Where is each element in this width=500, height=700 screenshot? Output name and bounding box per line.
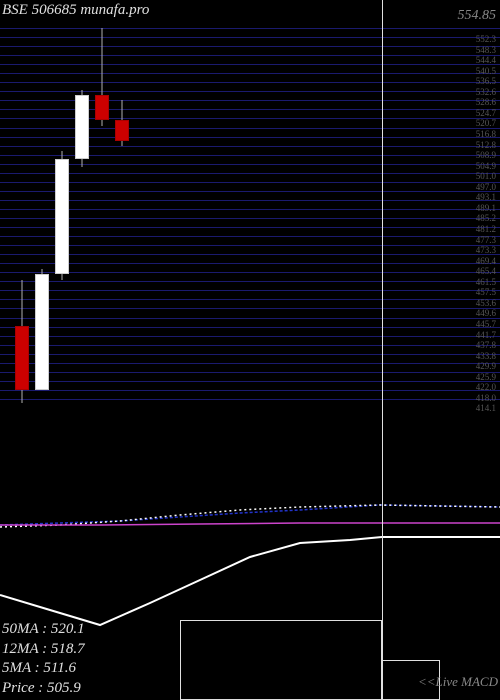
top-price: 554.85 bbox=[458, 8, 497, 24]
stock-chart: BSE 506685 munafa.pro 554.85 552.3548.35… bbox=[0, 0, 500, 700]
exchange-label: BSE bbox=[2, 2, 28, 18]
info-row: Price : 505.9 bbox=[2, 679, 85, 699]
y-axis-labels: 552.3548.3544.4540.5536.5532.6528.6524.7… bbox=[448, 28, 498, 408]
ma-info-box: 50MA : 520.112MA : 518.75MA : 511.6Price… bbox=[2, 620, 85, 698]
watermark: munafa.pro bbox=[80, 2, 149, 18]
info-row: 5MA : 511.6 bbox=[2, 659, 85, 679]
macd-label-text: <<Live MACD bbox=[418, 674, 498, 689]
chart-header: BSE 506685 munafa.pro bbox=[2, 2, 149, 19]
info-row: 12MA : 518.7 bbox=[2, 640, 85, 660]
symbol-label: 506685 bbox=[32, 2, 77, 18]
info-row: 50MA : 520.1 bbox=[2, 620, 85, 640]
macd-label: <<Live MACD bbox=[418, 674, 498, 690]
cursor-vertical-line bbox=[382, 0, 383, 700]
